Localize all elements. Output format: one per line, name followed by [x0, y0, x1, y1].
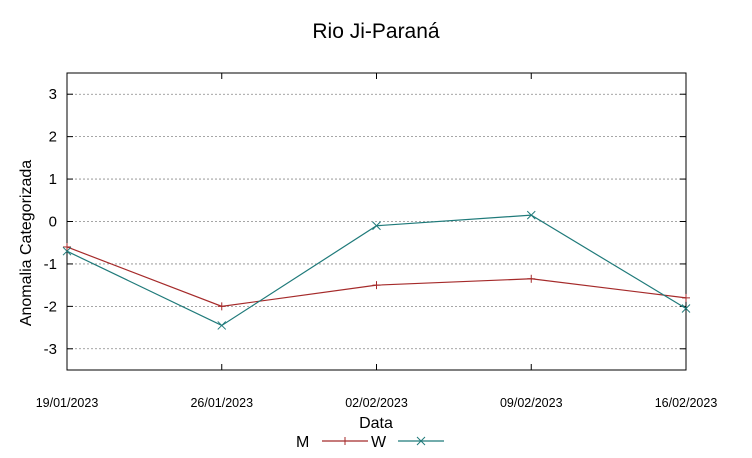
marker-stroke	[217, 321, 227, 330]
legend-label-W: W	[371, 434, 387, 451]
marker-stroke	[526, 210, 536, 220]
y-tick-label: 1	[49, 171, 57, 188]
marker-stroke	[62, 246, 72, 256]
x-tick-label: 19/01/2023	[36, 396, 99, 410]
data-point-W	[62, 246, 72, 256]
data-point-M	[372, 281, 381, 290]
x-tick-label: 02/02/2023	[345, 396, 408, 410]
y-tick-label: 0	[49, 214, 57, 231]
marker-stroke	[681, 304, 691, 313]
grid-lines	[67, 93, 686, 350]
y-tick-label: 3	[49, 86, 57, 103]
y-tick-label: 2	[49, 129, 57, 146]
legend-marker-M	[341, 437, 349, 445]
marker-stroke	[416, 436, 426, 446]
data-point-M	[682, 293, 690, 302]
y-tick-label: -1	[44, 256, 57, 273]
series-M	[63, 242, 690, 311]
series-line-M	[66, 246, 687, 307]
data-point-M	[527, 274, 536, 283]
x-tick-label: 09/02/2023	[500, 396, 563, 410]
data-point-W	[372, 221, 381, 231]
x-tick-label: 26/01/2023	[190, 396, 253, 410]
data-point-M	[217, 302, 226, 311]
y-tick-label: -2	[44, 298, 57, 315]
data-point-W	[217, 321, 227, 330]
data-point-M	[63, 242, 71, 251]
data-point-W	[526, 210, 536, 220]
y-axis-label: Anomalia Categorizada	[18, 160, 35, 326]
series-W	[62, 210, 691, 330]
y-tick-label: -3	[44, 341, 57, 358]
series-line-W	[66, 214, 687, 327]
data-point-W	[681, 304, 691, 313]
y-axis-ticks: -3 -2 -1 0 1 2 3	[44, 86, 686, 358]
x-axis-ticks: 19/01/2023 26/01/2023 02/02/2023 09/02/2023…	[36, 73, 718, 410]
chart-title: Rio Ji-Paraná	[312, 20, 440, 43]
x-tick-label: 16/02/2023	[655, 396, 718, 410]
legend-label-M: M	[296, 434, 309, 451]
series-layer	[62, 210, 691, 330]
legend-marker-W	[416, 436, 426, 446]
x-axis-label: Data	[359, 415, 393, 432]
marker-stroke	[372, 221, 381, 231]
